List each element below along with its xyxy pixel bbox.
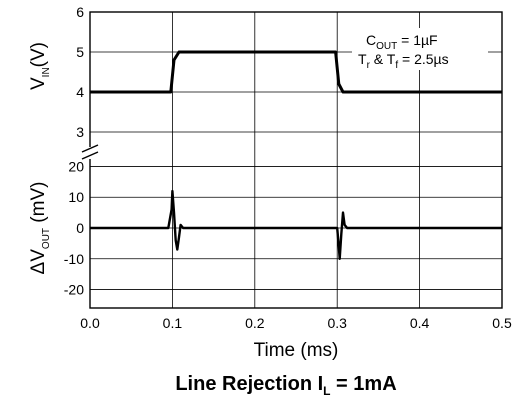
x-tick-label: 0.3	[327, 315, 347, 331]
x-tick-label: 0.2	[245, 315, 265, 331]
x-tick-label: 0.4	[410, 315, 430, 331]
x-tick-label: 0.1	[163, 315, 183, 331]
delta-vout-series-line	[90, 189, 502, 260]
lower-y-tick-label: 20	[68, 158, 84, 174]
x-tick-labels: 0.0 0.1 0.2 0.3 0.4 0.5	[80, 315, 512, 331]
plot-frame	[89, 11, 503, 309]
vin-series-line	[90, 50, 502, 94]
x-axis-label: Time (ms)	[254, 340, 339, 361]
lower-y-axis-label: ΔVOUT (mV)	[28, 182, 52, 275]
upper-y-tick-label: 6	[76, 4, 84, 20]
lower-y-tick-label: 0	[76, 220, 84, 236]
x-tick-label: 0.5	[492, 315, 512, 331]
lower-y-tick-labels: 20 10 0 -10 -20	[64, 158, 84, 297]
series-group	[90, 50, 502, 260]
chart-title: Line Rejection IL = 1mA	[175, 373, 396, 398]
lower-y-tick-label: -10	[64, 251, 84, 267]
lower-y-tick-label: -20	[64, 282, 84, 298]
annotation-rise-fall: Tr & Tf = 2.5µs	[358, 51, 449, 71]
annotation-cout: COUT = 1µF	[366, 32, 438, 52]
upper-y-tick-label: 5	[76, 44, 84, 60]
annotation-box: COUT = 1µF Tr & Tf = 2.5µs	[352, 28, 488, 71]
upper-y-tick-label: 3	[76, 124, 84, 140]
axis-break-mark	[81, 144, 99, 160]
upper-y-tick-labels: 6 5 4 3	[76, 4, 84, 140]
upper-y-axis-label: VIN(V)	[28, 42, 52, 90]
lower-y-tick-label: 10	[68, 189, 84, 205]
x-tick-label: 0.0	[80, 315, 100, 331]
upper-y-tick-label: 4	[76, 84, 84, 100]
